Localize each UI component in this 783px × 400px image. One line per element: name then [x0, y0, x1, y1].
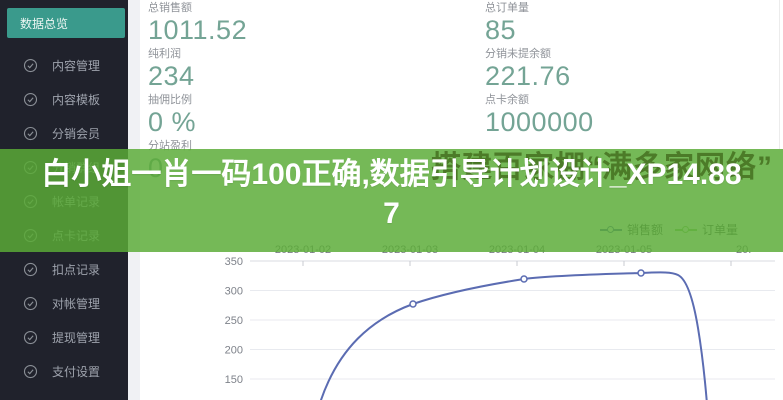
- stat-label: 总销售额: [148, 2, 192, 14]
- y-axis-tick-label: 300: [225, 286, 243, 298]
- chart-axis-labels: 3503002502001502023-01-022023-01-032023-…: [225, 244, 752, 386]
- stat-label: 总订单量: [485, 2, 529, 14]
- sidebar-item-label: 内容模板: [52, 92, 101, 107]
- sidebar-item-label: 支付设置: [52, 364, 101, 379]
- promo-banner-overlay: 搭建百家棚“满多家网络” 白小姐一肖一码100正确,数据引导计划设计_XP14.…: [0, 149, 783, 252]
- data-point-marker: [637, 269, 645, 277]
- sidebar-item-label: 数据总览: [20, 16, 69, 31]
- sidebar-item-1[interactable]: 内容管理: [0, 48, 128, 82]
- stat-label: 分销未提余额: [485, 48, 551, 60]
- stat-label: 抽佣比例: [148, 94, 192, 106]
- circle-check-icon: [23, 296, 38, 311]
- stat-value: 85: [485, 15, 517, 45]
- sidebar-item-3[interactable]: 分销会员: [0, 116, 128, 150]
- sidebar-item-2[interactable]: 内容模板: [0, 82, 128, 116]
- sidebar-item-7[interactable]: 扣点记录: [0, 252, 128, 286]
- sidebar-item-8[interactable]: 对帐管理: [0, 286, 128, 320]
- sales-line-series: [320, 271, 708, 400]
- data-point-marker: [520, 275, 528, 283]
- sidebar-item-label: 对帐管理: [52, 296, 101, 311]
- y-axis-tick-label: 250: [225, 315, 243, 327]
- y-axis-tick-label: 200: [225, 345, 243, 357]
- circle-check-icon: [23, 126, 38, 141]
- chart-axis-ticks: [302, 261, 732, 266]
- sidebar-item-label: 内容管理: [52, 58, 101, 73]
- right-stat-0: 总订单量 85: [485, 2, 594, 48]
- right-stat-1: 分销未提余额 221.76: [485, 48, 594, 94]
- sidebar-item-label: 提现管理: [52, 330, 101, 345]
- banner-headline[interactable]: 白小姐一肖一码100正确,数据引导计划设计_XP14.887: [41, 158, 742, 230]
- y-axis-tick-label: 350: [225, 256, 243, 268]
- stat-value: 1000000: [485, 107, 594, 137]
- data-point-marker: [409, 300, 417, 308]
- left-stat-0: 总销售额 1011.52: [148, 2, 247, 48]
- circle-check-icon: [23, 58, 38, 73]
- circle-check-icon: [23, 364, 38, 379]
- sidebar-item-10[interactable]: 支付设置: [0, 354, 128, 388]
- stat-value: 1011.52: [148, 15, 248, 45]
- left-stat-1: 纯利润 234: [148, 48, 247, 94]
- stat-label: 点卡余额: [485, 94, 529, 106]
- stat-value: 221.76: [485, 61, 571, 91]
- sidebar-item-9[interactable]: 提现管理: [0, 320, 128, 354]
- stat-value: 0 %: [148, 107, 197, 137]
- circle-check-icon: [23, 262, 38, 277]
- stats-right-column: 总订单量 85 分销未提余额 221.76 点卡余额 1000000: [485, 2, 594, 140]
- right-stat-2: 点卡余额 1000000: [485, 94, 594, 140]
- stat-label: 纯利润: [148, 48, 181, 60]
- left-stat-2: 抽佣比例 0 %: [148, 94, 247, 140]
- stats-card-right-border: [779, 0, 780, 149]
- circle-check-icon: [23, 330, 38, 345]
- circle-check-icon: [23, 92, 38, 107]
- chart-gridlines: [250, 260, 775, 380]
- banner-watermark: 搭建百家棚“满多家网络”: [431, 151, 773, 184]
- sidebar-item-0[interactable]: 数据总览: [7, 8, 125, 38]
- sidebar-item-label: 分销会员: [52, 126, 101, 141]
- sidebar-item-label: 扣点记录: [52, 262, 101, 277]
- y-axis-tick-label: 150: [225, 374, 243, 386]
- stat-value: 234: [148, 61, 195, 91]
